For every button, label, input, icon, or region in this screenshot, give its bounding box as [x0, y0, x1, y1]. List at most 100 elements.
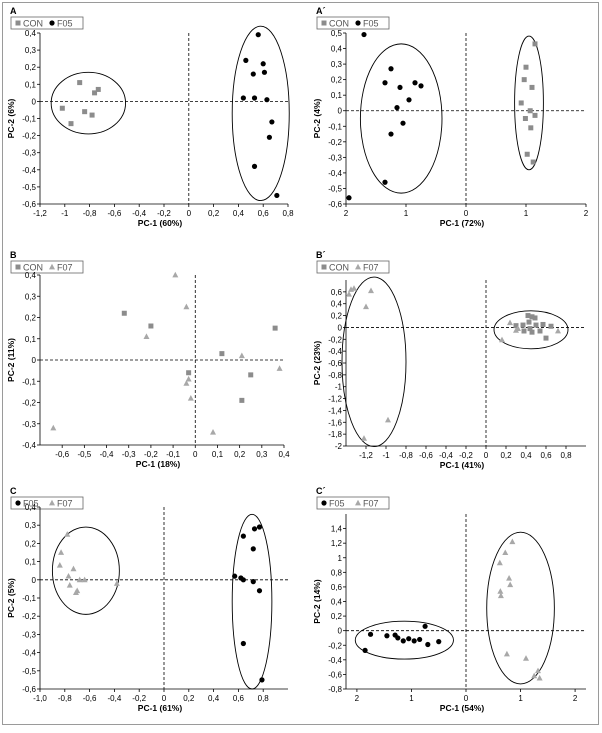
data-point: [113, 580, 120, 586]
x-axis-title: PC-1 (41%): [440, 460, 485, 470]
x-tick-label: 1: [409, 694, 414, 703]
x-tick-label: 0: [193, 450, 198, 459]
data-point: [530, 159, 536, 165]
y-tick-label: 0,8: [331, 568, 343, 577]
y-tick-label: -0,3: [22, 420, 36, 429]
legend-marker: [355, 20, 361, 26]
x-tick-label: 0,8: [560, 451, 572, 460]
data-point: [499, 336, 505, 343]
y-tick-label: -0,2: [22, 612, 36, 621]
data-point: [240, 533, 246, 539]
cluster-ellipse: [51, 526, 120, 615]
data-point: [528, 125, 534, 131]
x-tick-label: 0,6: [540, 451, 552, 460]
data-point: [406, 636, 412, 642]
legend: CON F07: [316, 260, 390, 274]
x-tick-label: 2: [344, 209, 349, 218]
data-point: [367, 631, 374, 637]
legend-label: F05: [329, 499, 345, 509]
data-point: [251, 526, 258, 532]
y-tick-label: -0,2: [22, 132, 36, 141]
y-tick-label: -0,6: [22, 200, 36, 209]
y-tick-label: 0: [32, 576, 37, 585]
data-point: [524, 151, 530, 157]
data-point: [185, 375, 192, 382]
data-point: [251, 95, 258, 101]
data-point: [250, 546, 256, 552]
y-tick-label: 0: [32, 356, 37, 365]
data-point: [497, 588, 504, 594]
legend-label: CON: [329, 263, 349, 273]
chart-panel-1: A CON F05 -0,6 -0,5 -0,4 -0,3 -0,2 -0,1 0 0,1 0,2 0,…: [6, 6, 294, 228]
x-tick-label: -0,6: [419, 451, 433, 460]
data-point: [388, 66, 394, 72]
legend-label: F05: [23, 499, 39, 509]
y-tick-label: 1,2: [331, 539, 343, 548]
x-tick-label: 0,4: [520, 451, 532, 460]
series-con: [121, 310, 278, 403]
series-con: [518, 41, 538, 165]
y-tick-label: 0: [338, 323, 343, 332]
y-tick-label: -0,5: [22, 183, 36, 192]
y-tick-label: 0,3: [25, 521, 37, 530]
x-axis-title: PC-1 (60%): [138, 218, 183, 228]
legend-box: [10, 16, 84, 30]
y-axis-title: PC-2 (4%): [312, 99, 322, 139]
cluster-ellipse: [231, 25, 290, 202]
y-tick-label: 0,6: [331, 288, 343, 297]
data-point: [526, 319, 532, 325]
cluster-ellipse: [514, 35, 544, 171]
data-point: [121, 310, 127, 316]
legend-box: [10, 260, 84, 274]
data-point: [248, 372, 254, 378]
series-f05: [362, 623, 442, 653]
data-point: [513, 323, 519, 329]
data-point: [243, 57, 249, 63]
data-point: [523, 64, 529, 70]
data-point: [361, 435, 367, 441]
x-tick-label: 2: [584, 209, 589, 218]
data-point: [239, 397, 245, 403]
y-tick-label: -0,3: [22, 630, 36, 639]
data-point: [382, 80, 388, 86]
chart-panel-2: A´CON F05 -0,6 -0,5 -0,4 -0,3 -0,2 -0,1 0 0,1 0,2 0…: [312, 6, 589, 228]
data-point: [535, 667, 541, 674]
legend-marker: [49, 263, 55, 270]
cluster-ellipse: [493, 310, 569, 350]
y-tick-label: -0,3: [328, 153, 342, 162]
data-point: [50, 424, 57, 431]
y-tick-label: 0,2: [331, 612, 343, 621]
data-point: [533, 322, 539, 328]
x-tick-label: -0,8: [399, 451, 413, 460]
legend-marker: [15, 500, 21, 506]
series-f05: [232, 524, 265, 683]
data-point: [92, 90, 98, 96]
data-point: [368, 287, 374, 294]
y-tick-label: 0,1: [331, 91, 343, 100]
legend-label: F07: [363, 499, 379, 509]
y-tick-label: -0,2: [328, 138, 342, 147]
x-tick-label: 0: [162, 694, 167, 703]
legend-marker: [15, 264, 21, 270]
y-tick-label: -0,6: [328, 359, 342, 368]
data-point: [361, 31, 367, 38]
data-point: [525, 313, 531, 319]
chart-panel-5: C F05 F07 -0,6 -0,5 -0,4 -0,3 -0,2 -0,1 0 0,1 0,2 0,…: [6, 486, 288, 713]
data-point: [274, 192, 280, 199]
legend-marker: [49, 499, 55, 506]
data-point: [64, 531, 71, 537]
x-tick-label: -0,4: [132, 209, 146, 218]
y-tick-label: 0,4: [25, 29, 37, 38]
data-point: [264, 97, 270, 103]
x-tick-label: -0,8: [83, 209, 97, 218]
data-point: [186, 370, 192, 376]
y-tick-label: 0,2: [25, 314, 37, 323]
y-tick-label: -0,1: [328, 122, 342, 131]
y-tick-label: 0,2: [331, 312, 343, 321]
data-point: [276, 365, 283, 371]
data-point: [400, 120, 406, 126]
data-point: [543, 335, 549, 341]
data-point: [232, 573, 238, 579]
legend-label: CON: [329, 19, 349, 29]
y-tick-label: 0,3: [25, 46, 37, 55]
